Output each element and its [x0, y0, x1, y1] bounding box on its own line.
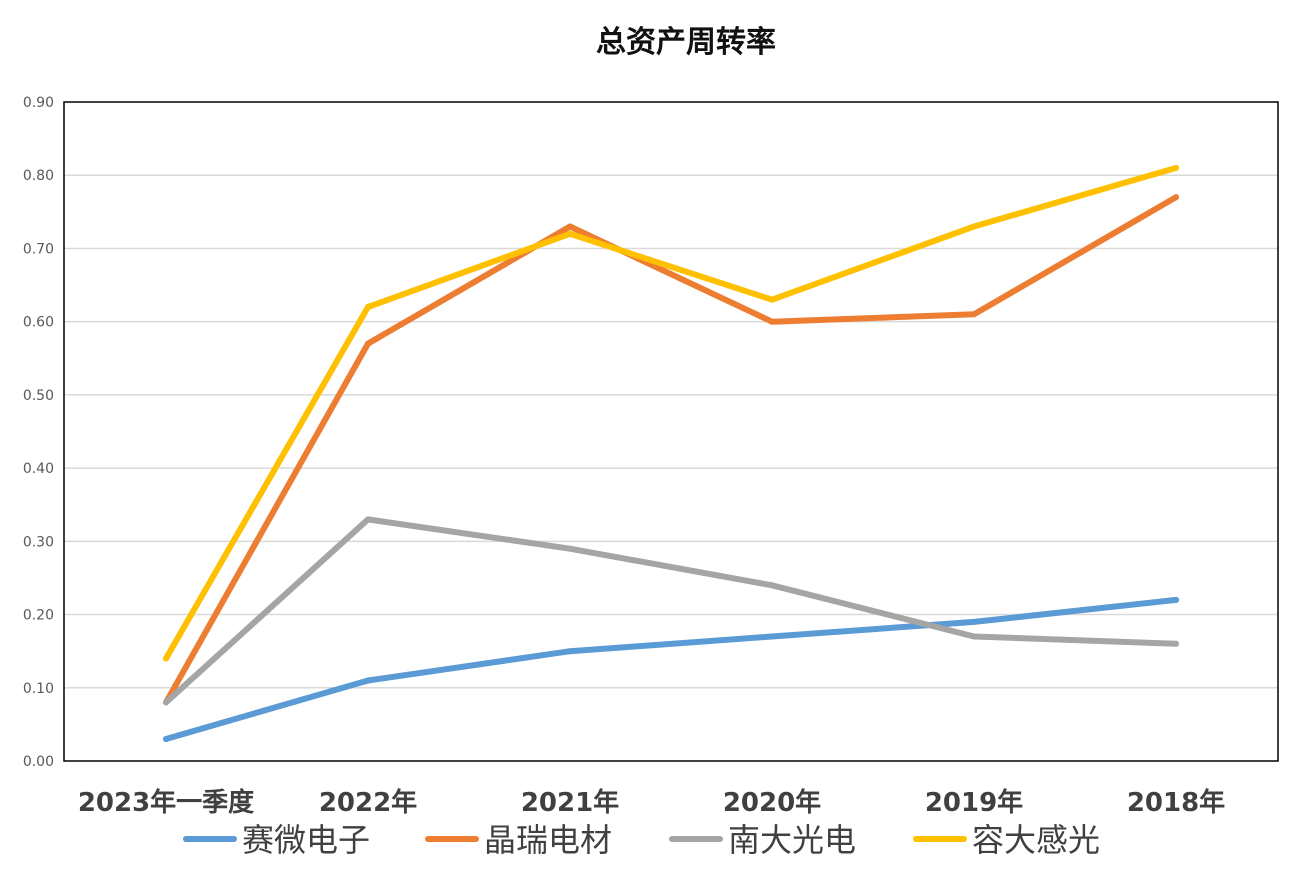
- data-point: [769, 318, 775, 325]
- data-point: [365, 340, 371, 347]
- data-point: [567, 545, 573, 552]
- series-line-2: [163, 194, 1179, 706]
- series-lines: [163, 164, 1179, 742]
- data-point: [567, 648, 573, 655]
- data-point: [365, 516, 371, 523]
- y-tick-label: 0.20: [23, 608, 54, 624]
- series-line-1: [163, 596, 1179, 742]
- data-point: [971, 633, 977, 640]
- data-point: [567, 223, 573, 230]
- y-tick-label: 0.40: [23, 461, 54, 477]
- data-point: [1173, 596, 1179, 603]
- legend: 赛微电子 晶瑞电材 南大光电 容大感光: [183, 821, 1100, 859]
- legend-label: 容大感光: [972, 821, 1100, 859]
- y-tick-label: 0.70: [23, 241, 54, 257]
- data-point: [1173, 640, 1179, 647]
- series-line-4: [163, 164, 1179, 662]
- y-tick-label: 0.10: [23, 681, 54, 697]
- data-point: [365, 677, 371, 684]
- plot-area-border: [63, 101, 1279, 762]
- data-point: [769, 296, 775, 303]
- x-axis-ticks: 2023年一季度 2022年 2021年 2020年 2019年 2018年: [78, 787, 1225, 818]
- x-tick-label: 2023年一季度: [78, 787, 254, 818]
- data-point: [769, 633, 775, 640]
- data-point: [163, 655, 169, 662]
- data-point: [971, 311, 977, 318]
- data-point: [971, 223, 977, 230]
- y-tick-label: 0.30: [23, 534, 54, 550]
- data-point: [1173, 194, 1179, 201]
- x-tick-label: 2022年: [319, 787, 417, 818]
- x-tick-label: 2021年: [521, 787, 619, 818]
- data-point: [1173, 164, 1179, 171]
- x-tick-label: 2019年: [925, 787, 1023, 818]
- data-point: [163, 699, 169, 706]
- legend-label: 赛微电子: [242, 821, 370, 859]
- data-point: [567, 230, 573, 237]
- data-point: [769, 582, 775, 589]
- y-tick-label: 0.80: [23, 168, 54, 184]
- y-tick-label: 0.00: [23, 754, 54, 770]
- data-point: [971, 618, 977, 625]
- legend-label: 晶瑞电材: [484, 821, 612, 859]
- series-line-3: [163, 516, 1179, 706]
- chart-title: 总资产周转率: [596, 25, 776, 60]
- legend-label: 南大光电: [728, 821, 856, 859]
- y-axis-ticks: 0.00 0.10 0.20 0.30 0.40 0.50 0.60 0.70 0.80 0.90: [23, 95, 54, 770]
- data-point: [163, 736, 169, 742]
- y-tick-label: 0.50: [23, 388, 54, 404]
- data-point: [365, 304, 371, 310]
- y-tick-label: 0.90: [23, 95, 54, 111]
- y-tick-label: 0.60: [23, 315, 54, 331]
- x-tick-label: 2020年: [723, 787, 821, 818]
- x-tick-label: 2018年: [1127, 787, 1225, 818]
